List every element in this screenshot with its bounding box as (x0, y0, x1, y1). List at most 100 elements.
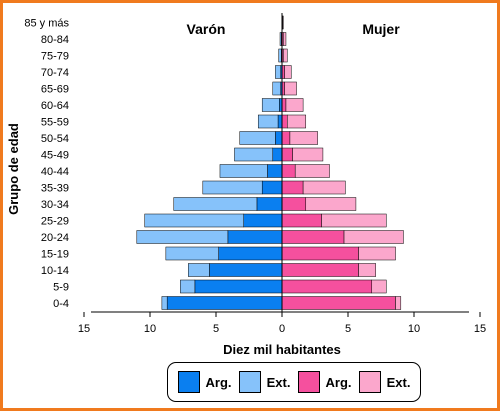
legend-label: Ext. (386, 374, 411, 390)
bar-male-arg-30-34 (256, 197, 283, 211)
bar-female-arg-50-54 (281, 131, 291, 145)
bar-female-arg-55-59 (281, 114, 288, 129)
bar-male-ext-50-54 (239, 131, 276, 145)
y-tick-label: 70-74 (41, 67, 69, 79)
bar-male-ext-70-74 (275, 65, 281, 79)
bar-female-ext-15-19 (358, 246, 396, 261)
bar-female-arg-25-29 (281, 213, 322, 228)
bar-male-arg-50-54 (275, 131, 283, 145)
bar-female-ext-70-74 (284, 65, 292, 79)
bar-male-arg-20-24 (227, 230, 283, 244)
y-tick-label: 0-4 (53, 298, 69, 310)
bar-male-ext-65-69 (272, 81, 281, 96)
bar-female-ext-85 y más (282, 15, 284, 30)
x-tick-label: 15 (78, 323, 90, 335)
bar-male-arg-40-44 (267, 164, 283, 178)
bar-male-arg-5-9 (194, 279, 283, 294)
legend-swatch (238, 371, 261, 393)
bar-female-ext-5-9 (371, 279, 387, 294)
bar-male-ext-45-49 (234, 147, 274, 162)
side-label-varon: Varón (187, 21, 226, 37)
population-pyramid-chart: 15 10 5 0 5 10 15 0-4 5-9 10-14 15-19 20-24 25-29 30… (6, 13, 486, 357)
y-tick-label: 20-24 (41, 232, 69, 244)
bar-female-ext-0-4 (395, 296, 402, 310)
bar-female-arg-10-14 (281, 263, 359, 277)
bar-female-arg-20-24 (281, 230, 345, 244)
legend-swatch (177, 371, 200, 393)
bar-female-ext-50-54 (289, 131, 318, 145)
bar-female-ext-10-14 (358, 263, 376, 277)
legend-item-ext-female: Ext. (358, 371, 411, 393)
bar-female-arg-30-34 (281, 197, 307, 211)
bar-female-arg-40-44 (281, 164, 296, 178)
legend-swatch (358, 371, 381, 393)
bar-female-ext-30-34 (305, 197, 357, 211)
bar-male-arg-25-29 (243, 213, 283, 228)
y-tick-label: 5-9 (53, 282, 69, 294)
y-tick-label: 85 y más (24, 18, 69, 30)
bar-female-ext-75-79 (283, 48, 288, 63)
bars-layer (136, 15, 404, 310)
bar-female-arg-60-64 (281, 98, 287, 112)
y-tick-label: 10-14 (41, 265, 69, 277)
x-axis: 15 10 5 0 5 10 15 (78, 13, 486, 335)
bar-male-arg-45-49 (272, 147, 283, 162)
legend: Arg. Ext. Arg. Ext. (167, 362, 421, 402)
bar-female-ext-80-84 (283, 32, 287, 46)
legend-swatch (297, 371, 320, 393)
bar-male-ext-35-39 (202, 180, 263, 195)
bar-male-ext-15-19 (165, 246, 219, 261)
x-tick-label: 15 (474, 323, 486, 335)
bar-male-ext-0-4 (161, 296, 168, 310)
bar-female-ext-40-44 (294, 164, 330, 178)
bar-male-ext-75-79 (278, 48, 282, 63)
bar-female-ext-65-69 (284, 81, 297, 96)
bar-male-ext-80-84 (279, 32, 282, 46)
legend-label: Arg. (205, 374, 232, 390)
y-axis-label: Grupo de edad (6, 123, 21, 215)
bar-female-ext-25-29 (321, 213, 387, 228)
y-tick-label: 40-44 (41, 166, 69, 178)
bar-female-arg-5-9 (281, 279, 373, 294)
bar-male-ext-40-44 (219, 164, 268, 178)
bar-female-ext-60-64 (285, 98, 304, 112)
bar-male-ext-55-59 (257, 114, 279, 129)
bar-male-ext-20-24 (136, 230, 229, 244)
bar-male-ext-25-29 (144, 213, 244, 228)
y-tick-label: 45-49 (41, 150, 69, 162)
y-tick-label: 15-19 (41, 249, 69, 261)
bar-female-arg-35-39 (281, 180, 304, 195)
bar-male-arg-0-4 (166, 296, 283, 310)
x-tick-label: 5 (213, 323, 219, 335)
bar-male-ext-30-34 (173, 197, 258, 211)
y-tick-label: 80-84 (41, 34, 69, 46)
bar-male-arg-35-39 (261, 180, 283, 195)
y-tick-label: 65-69 (41, 84, 69, 96)
y-tick-label: 55-59 (41, 117, 69, 129)
side-label-mujer: Mujer (362, 21, 400, 37)
bar-female-ext-45-49 (292, 147, 324, 162)
y-tick-label: 25-29 (41, 216, 69, 228)
x-tick-label: 10 (408, 323, 420, 335)
bar-male-ext-10-14 (188, 263, 210, 277)
legend-item-ext-male: Ext. (238, 371, 291, 393)
y-tick-label: 30-34 (41, 199, 69, 211)
x-tick-label: 10 (144, 323, 156, 335)
bar-female-ext-55-59 (287, 114, 307, 129)
y-tick-label: 50-54 (41, 133, 69, 145)
bar-male-arg-10-14 (209, 263, 283, 277)
x-tick-label: 5 (345, 323, 351, 335)
bar-female-ext-35-39 (302, 180, 346, 195)
legend-label: Arg. (325, 374, 352, 390)
bar-female-arg-15-19 (281, 246, 359, 261)
x-tick-label: 0 (279, 323, 285, 335)
bar-male-arg-15-19 (218, 246, 283, 261)
bar-male-arg-55-59 (277, 114, 283, 129)
bar-female-arg-0-4 (281, 296, 396, 310)
legend-label: Ext. (266, 374, 291, 390)
bar-male-ext-60-64 (261, 98, 280, 112)
legend-item-arg-female: Arg. (297, 371, 352, 393)
y-tick-label: 60-64 (41, 100, 69, 112)
bar-female-ext-20-24 (343, 230, 404, 244)
y-tick-label: 35-39 (41, 183, 69, 195)
